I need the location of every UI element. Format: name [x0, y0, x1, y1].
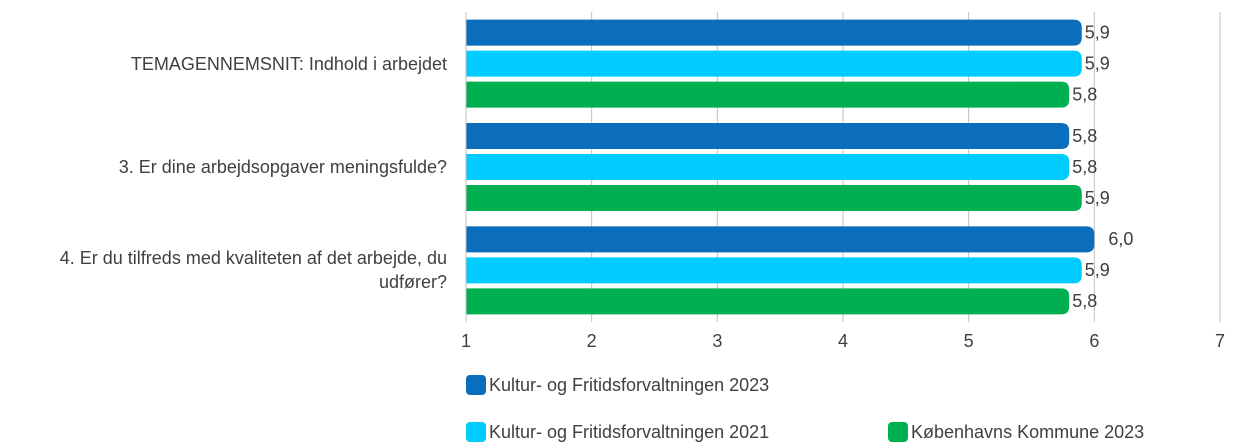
bar	[466, 257, 1082, 284]
bar	[466, 288, 1070, 315]
data-label: 5,9	[1085, 22, 1110, 42]
bar	[466, 226, 1095, 253]
x-tick-label: 3	[712, 331, 722, 351]
y-tick-label: 4. Er du tilfreds med kvaliteten af det …	[59, 248, 447, 293]
data-label: 5,9	[1085, 260, 1110, 280]
x-tick-label: 2	[587, 331, 597, 351]
data-label: 5,8	[1072, 126, 1097, 146]
bar	[466, 123, 1070, 149]
y-tick-label: TEMAGENNEMSNIT: Indhold i arbejdet	[130, 53, 447, 74]
bar	[466, 185, 1082, 211]
y-tick-label: 3. Er dine arbejdsopgaver meningsfulde?	[118, 157, 447, 177]
legend-label: Kultur- og Fritidsforvaltningen 2021	[489, 422, 769, 442]
data-label: 6,0	[1108, 229, 1133, 249]
legend-swatch	[466, 422, 486, 442]
bar	[466, 81, 1070, 108]
data-label: 5,8	[1072, 291, 1097, 311]
legend-label: Københavns Kommune 2023	[911, 422, 1144, 442]
x-tick-label: 4	[838, 331, 848, 351]
legend-swatch	[888, 422, 908, 442]
data-label: 5,9	[1085, 188, 1110, 208]
x-tick-label: 5	[964, 331, 974, 351]
data-label: 5,8	[1072, 84, 1097, 104]
bar	[466, 154, 1070, 180]
legend-label: Kultur- og Fritidsforvaltningen 2023	[489, 375, 769, 395]
bar	[466, 19, 1082, 46]
x-tick-label: 6	[1089, 331, 1099, 351]
x-tick-label: 1	[461, 331, 471, 351]
bar	[466, 50, 1082, 77]
data-label: 5,8	[1072, 157, 1097, 177]
data-label: 5,9	[1085, 53, 1110, 73]
x-tick-label: 7	[1215, 331, 1225, 351]
legend-swatch	[466, 375, 486, 395]
